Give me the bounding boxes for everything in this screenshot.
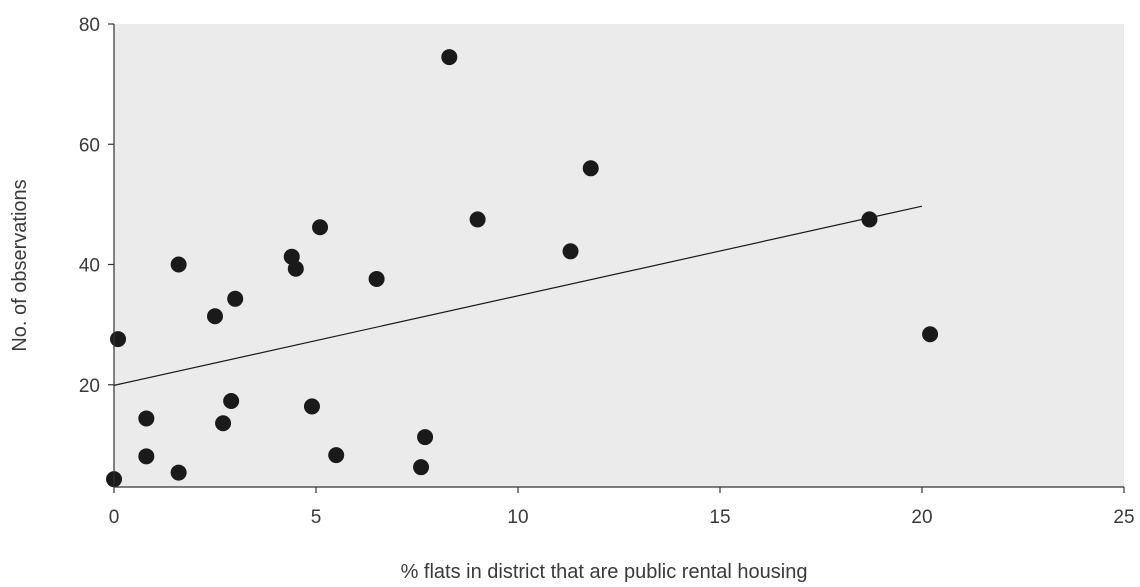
plot-area (114, 24, 1124, 487)
data-point (223, 393, 240, 410)
x-axis-ticks: 0 5 10 15 20 25 (109, 487, 1135, 528)
trendline-layer (113, 205, 923, 386)
data-point (287, 260, 304, 277)
x-tick-label: 10 (507, 507, 528, 528)
data-point (312, 219, 329, 236)
data-point (417, 429, 434, 446)
data-point (413, 459, 430, 476)
data-point (215, 415, 232, 432)
data-point (861, 211, 878, 228)
data-point (170, 464, 187, 481)
data-point (170, 256, 187, 273)
data-point (138, 410, 155, 427)
x-tick-label: 0 (109, 507, 120, 528)
x-tick-label: 5 (311, 507, 322, 528)
y-tick-label: 20 (79, 376, 100, 397)
data-point (368, 270, 385, 287)
data-point (207, 308, 223, 325)
x-tick-label: 25 (1113, 507, 1134, 528)
data-point (562, 243, 579, 260)
data-points (106, 49, 939, 488)
data-point (303, 398, 320, 415)
data-point (922, 326, 939, 343)
y-tick-label: 80 (79, 15, 100, 36)
y-axis-title: No. of observations (9, 179, 31, 351)
y-tick-label: 60 (79, 135, 100, 156)
y-tick-label: 40 (79, 256, 100, 277)
trend-line (113, 205, 923, 386)
data-point (283, 248, 300, 265)
data-point (138, 448, 155, 465)
x-tick-label: 15 (709, 507, 730, 528)
x-axis-title: % flats in district that are public rent… (401, 561, 808, 583)
data-point (582, 160, 599, 177)
data-point (110, 331, 127, 348)
data-point (441, 49, 458, 66)
data-point (227, 290, 244, 307)
data-point (328, 447, 345, 464)
x-tick-label: 20 (911, 507, 932, 528)
y-axis-ticks: 20 40 60 80 (79, 15, 114, 397)
data-point (469, 211, 486, 228)
